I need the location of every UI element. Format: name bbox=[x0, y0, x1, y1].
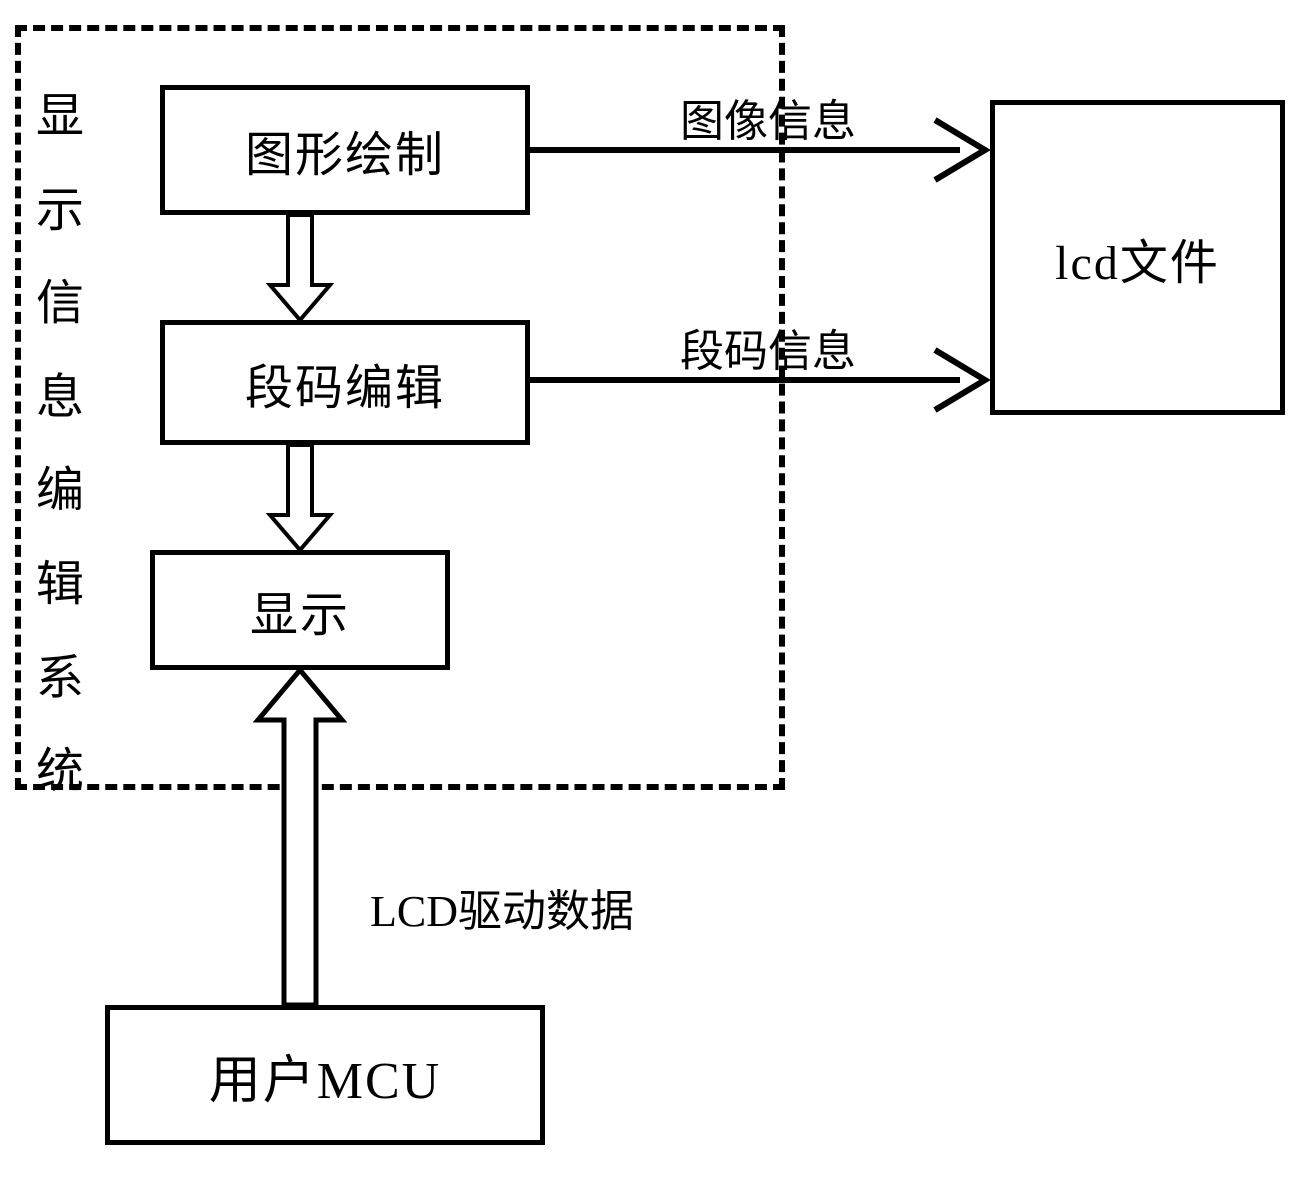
node-graphics-draw-label: 图形绘制 bbox=[245, 115, 445, 185]
node-display: 显示 bbox=[150, 550, 450, 670]
vlabel-char-2: 示 bbox=[36, 184, 84, 237]
node-user-mcu-label: 用户MCU bbox=[209, 1038, 441, 1113]
edge-label-segment-info: 段码信息 bbox=[680, 315, 856, 379]
node-display-label: 显示 bbox=[250, 575, 350, 645]
vlabel-char-8: 统 bbox=[36, 745, 84, 798]
node-segment-edit: 段码编辑 bbox=[160, 320, 530, 445]
node-lcd-file: lcd文件 bbox=[990, 100, 1285, 415]
node-graphics-draw: 图形绘制 bbox=[160, 85, 530, 215]
node-lcd-file-label: lcd文件 bbox=[1055, 223, 1220, 293]
node-segment-edit-label: 段码编辑 bbox=[245, 348, 445, 418]
edge-label-image-info: 图像信息 bbox=[680, 85, 856, 149]
vlabel-char-4: 息 bbox=[36, 371, 84, 424]
vlabel-char-6: 辑 bbox=[36, 558, 84, 611]
vlabel-char-1: 显 bbox=[36, 90, 84, 143]
vlabel-char-7: 系 bbox=[36, 652, 84, 705]
vlabel-char-5: 编 bbox=[36, 464, 84, 517]
system-vertical-label: 显 示 信 息 编 辑 系 统 bbox=[35, 70, 85, 819]
edge-label-lcd-drive-data: LCD驱动数据 bbox=[370, 875, 634, 939]
vlabel-char-3: 信 bbox=[36, 277, 84, 330]
diagram-container: 显 示 信 息 编 辑 系 统 图形绘制 段码编辑 显示 lcd文件 用户MCU… bbox=[0, 0, 1311, 1179]
node-user-mcu: 用户MCU bbox=[105, 1005, 545, 1145]
